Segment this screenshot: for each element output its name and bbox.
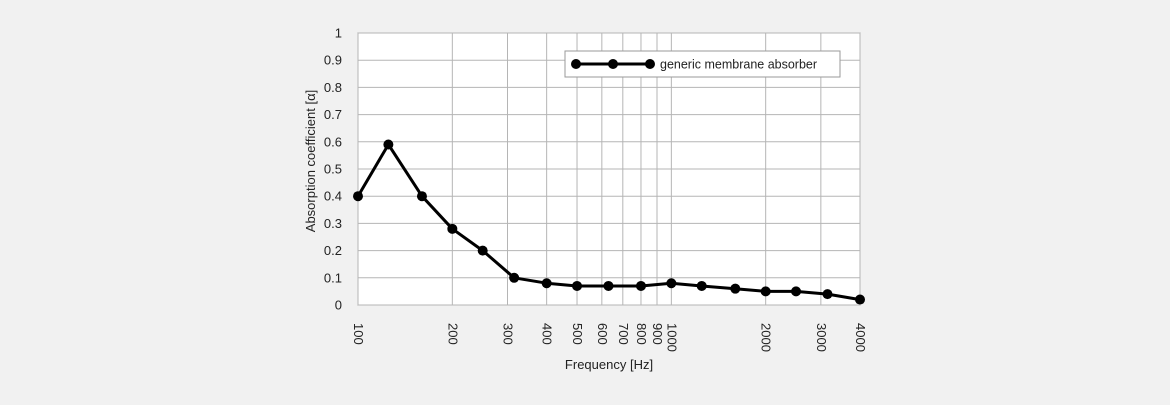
series-layer bbox=[353, 139, 865, 305]
x-tick-label: 4000 bbox=[853, 323, 868, 352]
data-point bbox=[541, 278, 552, 289]
data-point bbox=[416, 191, 427, 202]
data-point bbox=[855, 294, 865, 305]
y-tick-label: 0.5 bbox=[324, 162, 342, 177]
data-point bbox=[666, 278, 677, 289]
x-tick-label: 700 bbox=[616, 323, 631, 345]
y-tick-label: 0.8 bbox=[324, 80, 342, 95]
data-point bbox=[509, 272, 520, 283]
legend-markers bbox=[571, 59, 655, 69]
x-tick-label: 500 bbox=[570, 323, 585, 345]
data-point bbox=[730, 283, 741, 294]
x-tick-label: 400 bbox=[540, 323, 555, 345]
legend-marker bbox=[571, 59, 581, 69]
legend-marker bbox=[608, 59, 618, 69]
x-tick-label: 900 bbox=[650, 323, 665, 345]
legend-label: generic membrane absorber bbox=[660, 58, 817, 72]
data-point bbox=[603, 280, 614, 291]
y-tick-label: 0.2 bbox=[324, 243, 342, 258]
data-point bbox=[477, 245, 488, 256]
y-axis-title: Absorption coefficient [α] bbox=[303, 90, 318, 232]
y-tick-label: 1 bbox=[335, 26, 342, 41]
y-tick-label: 0.6 bbox=[324, 134, 342, 149]
data-point bbox=[572, 280, 583, 291]
x-axis-ticks: 100 200 300 400 500 600 700 800 900 1000 2000 3000 4… bbox=[351, 323, 868, 352]
x-tick-label: 800 bbox=[634, 323, 649, 345]
y-tick-label: 0.3 bbox=[324, 216, 342, 231]
data-point bbox=[822, 289, 833, 300]
y-tick-label: 0.9 bbox=[324, 53, 342, 68]
data-point bbox=[353, 191, 363, 202]
legend-marker bbox=[645, 59, 655, 69]
x-tick-label: 200 bbox=[445, 323, 460, 345]
data-point bbox=[760, 286, 771, 297]
y-tick-label: 0.7 bbox=[324, 107, 342, 122]
x-tick-label: 1000 bbox=[664, 323, 679, 352]
data-point bbox=[791, 286, 802, 297]
data-point bbox=[383, 139, 394, 150]
y-axis-ticks: 0 0.1 0.2 0.3 0.4 0.5 0.6 0.7 0.8 0.9 1 bbox=[324, 26, 342, 313]
data-point bbox=[447, 223, 458, 234]
x-tick-label: 600 bbox=[595, 323, 610, 345]
legend: generic membrane absorber bbox=[564, 50, 841, 78]
y-tick-label: 0.4 bbox=[324, 189, 342, 204]
x-tick-label: 300 bbox=[501, 323, 516, 345]
x-tick-label: 3000 bbox=[814, 323, 829, 352]
data-point bbox=[635, 280, 646, 291]
y-tick-label: 0 bbox=[335, 298, 342, 313]
data-point bbox=[696, 280, 707, 291]
x-tick-label: 2000 bbox=[759, 323, 774, 352]
y-tick-label: 0.1 bbox=[324, 270, 342, 285]
x-axis-title: Frequency [Hz] bbox=[565, 357, 653, 372]
x-tick-label: 100 bbox=[351, 323, 366, 345]
